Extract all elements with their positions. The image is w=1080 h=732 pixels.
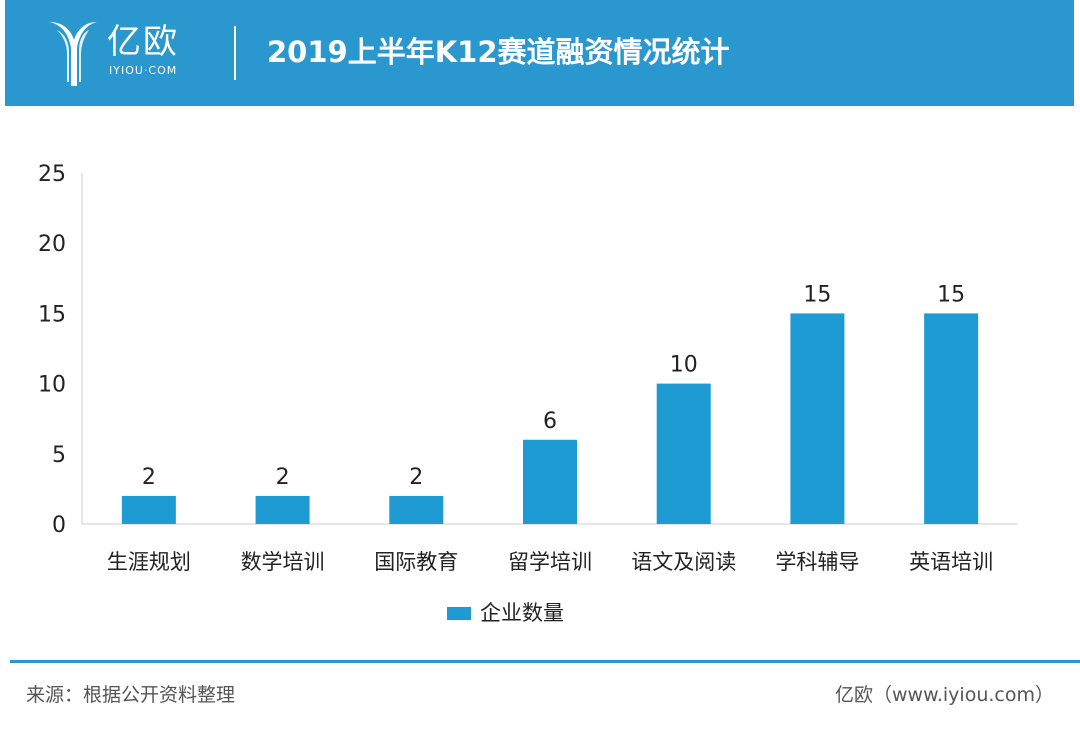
data-label: 6 (543, 409, 557, 434)
y-tick-label: 25 (38, 162, 66, 187)
data-label: 2 (142, 465, 156, 490)
bar (790, 313, 845, 524)
x-tick-label: 学科辅导 (775, 550, 859, 574)
legend-label: 企业数量 (480, 601, 564, 625)
logo-mark-icon (49, 22, 97, 86)
logo-text-en: IYIOU·COM (109, 64, 178, 77)
x-tick-label: 英语培训 (909, 550, 993, 574)
footer-source: 来源：根据公开资料整理 (26, 684, 236, 706)
logo-text-cn: 亿欧 (107, 22, 179, 62)
bar (389, 495, 444, 524)
data-label: 2 (409, 465, 423, 490)
x-tick-label: 国际教育 (374, 550, 458, 574)
x-tick-label: 语文及阅读 (631, 550, 736, 574)
y-tick-label: 20 (38, 232, 66, 257)
y-tick-label: 5 (52, 443, 66, 468)
brand-logo: 亿欧 IYIOU·COM (47, 18, 197, 88)
legend-swatch (447, 607, 471, 620)
header-divider (234, 26, 236, 80)
bar (924, 313, 979, 524)
data-label: 15 (937, 282, 965, 307)
y-tick-label: 15 (38, 302, 66, 327)
x-tick-label: 生涯规划 (107, 550, 191, 574)
data-label: 15 (803, 282, 831, 307)
bar-chart: 0 5 10 15 20 25 2 生涯规划 2 数学培训 2 国际教育 6 留学培训 10 语文及阅读 15 学… (38, 162, 1018, 574)
y-tick-label: 10 (38, 373, 66, 398)
data-label: 10 (670, 353, 698, 378)
page-title: 2019上半年K12赛道融资情况统计 (267, 35, 730, 69)
y-tick-label: 0 (52, 513, 66, 538)
header-banner: 亿欧 IYIOU·COM 2019上半年K12赛道融资情况统计 (5, 0, 1074, 106)
bar (121, 495, 176, 524)
footer-credit: 亿欧（www.iyiou.com） (834, 684, 1054, 706)
bar (255, 495, 310, 524)
x-tick-label: 留学培训 (508, 550, 592, 574)
data-label: 2 (276, 465, 290, 490)
x-tick-label: 数学培训 (241, 550, 325, 574)
footer-divider (10, 660, 1080, 663)
bar (523, 439, 577, 524)
bar (656, 383, 711, 524)
